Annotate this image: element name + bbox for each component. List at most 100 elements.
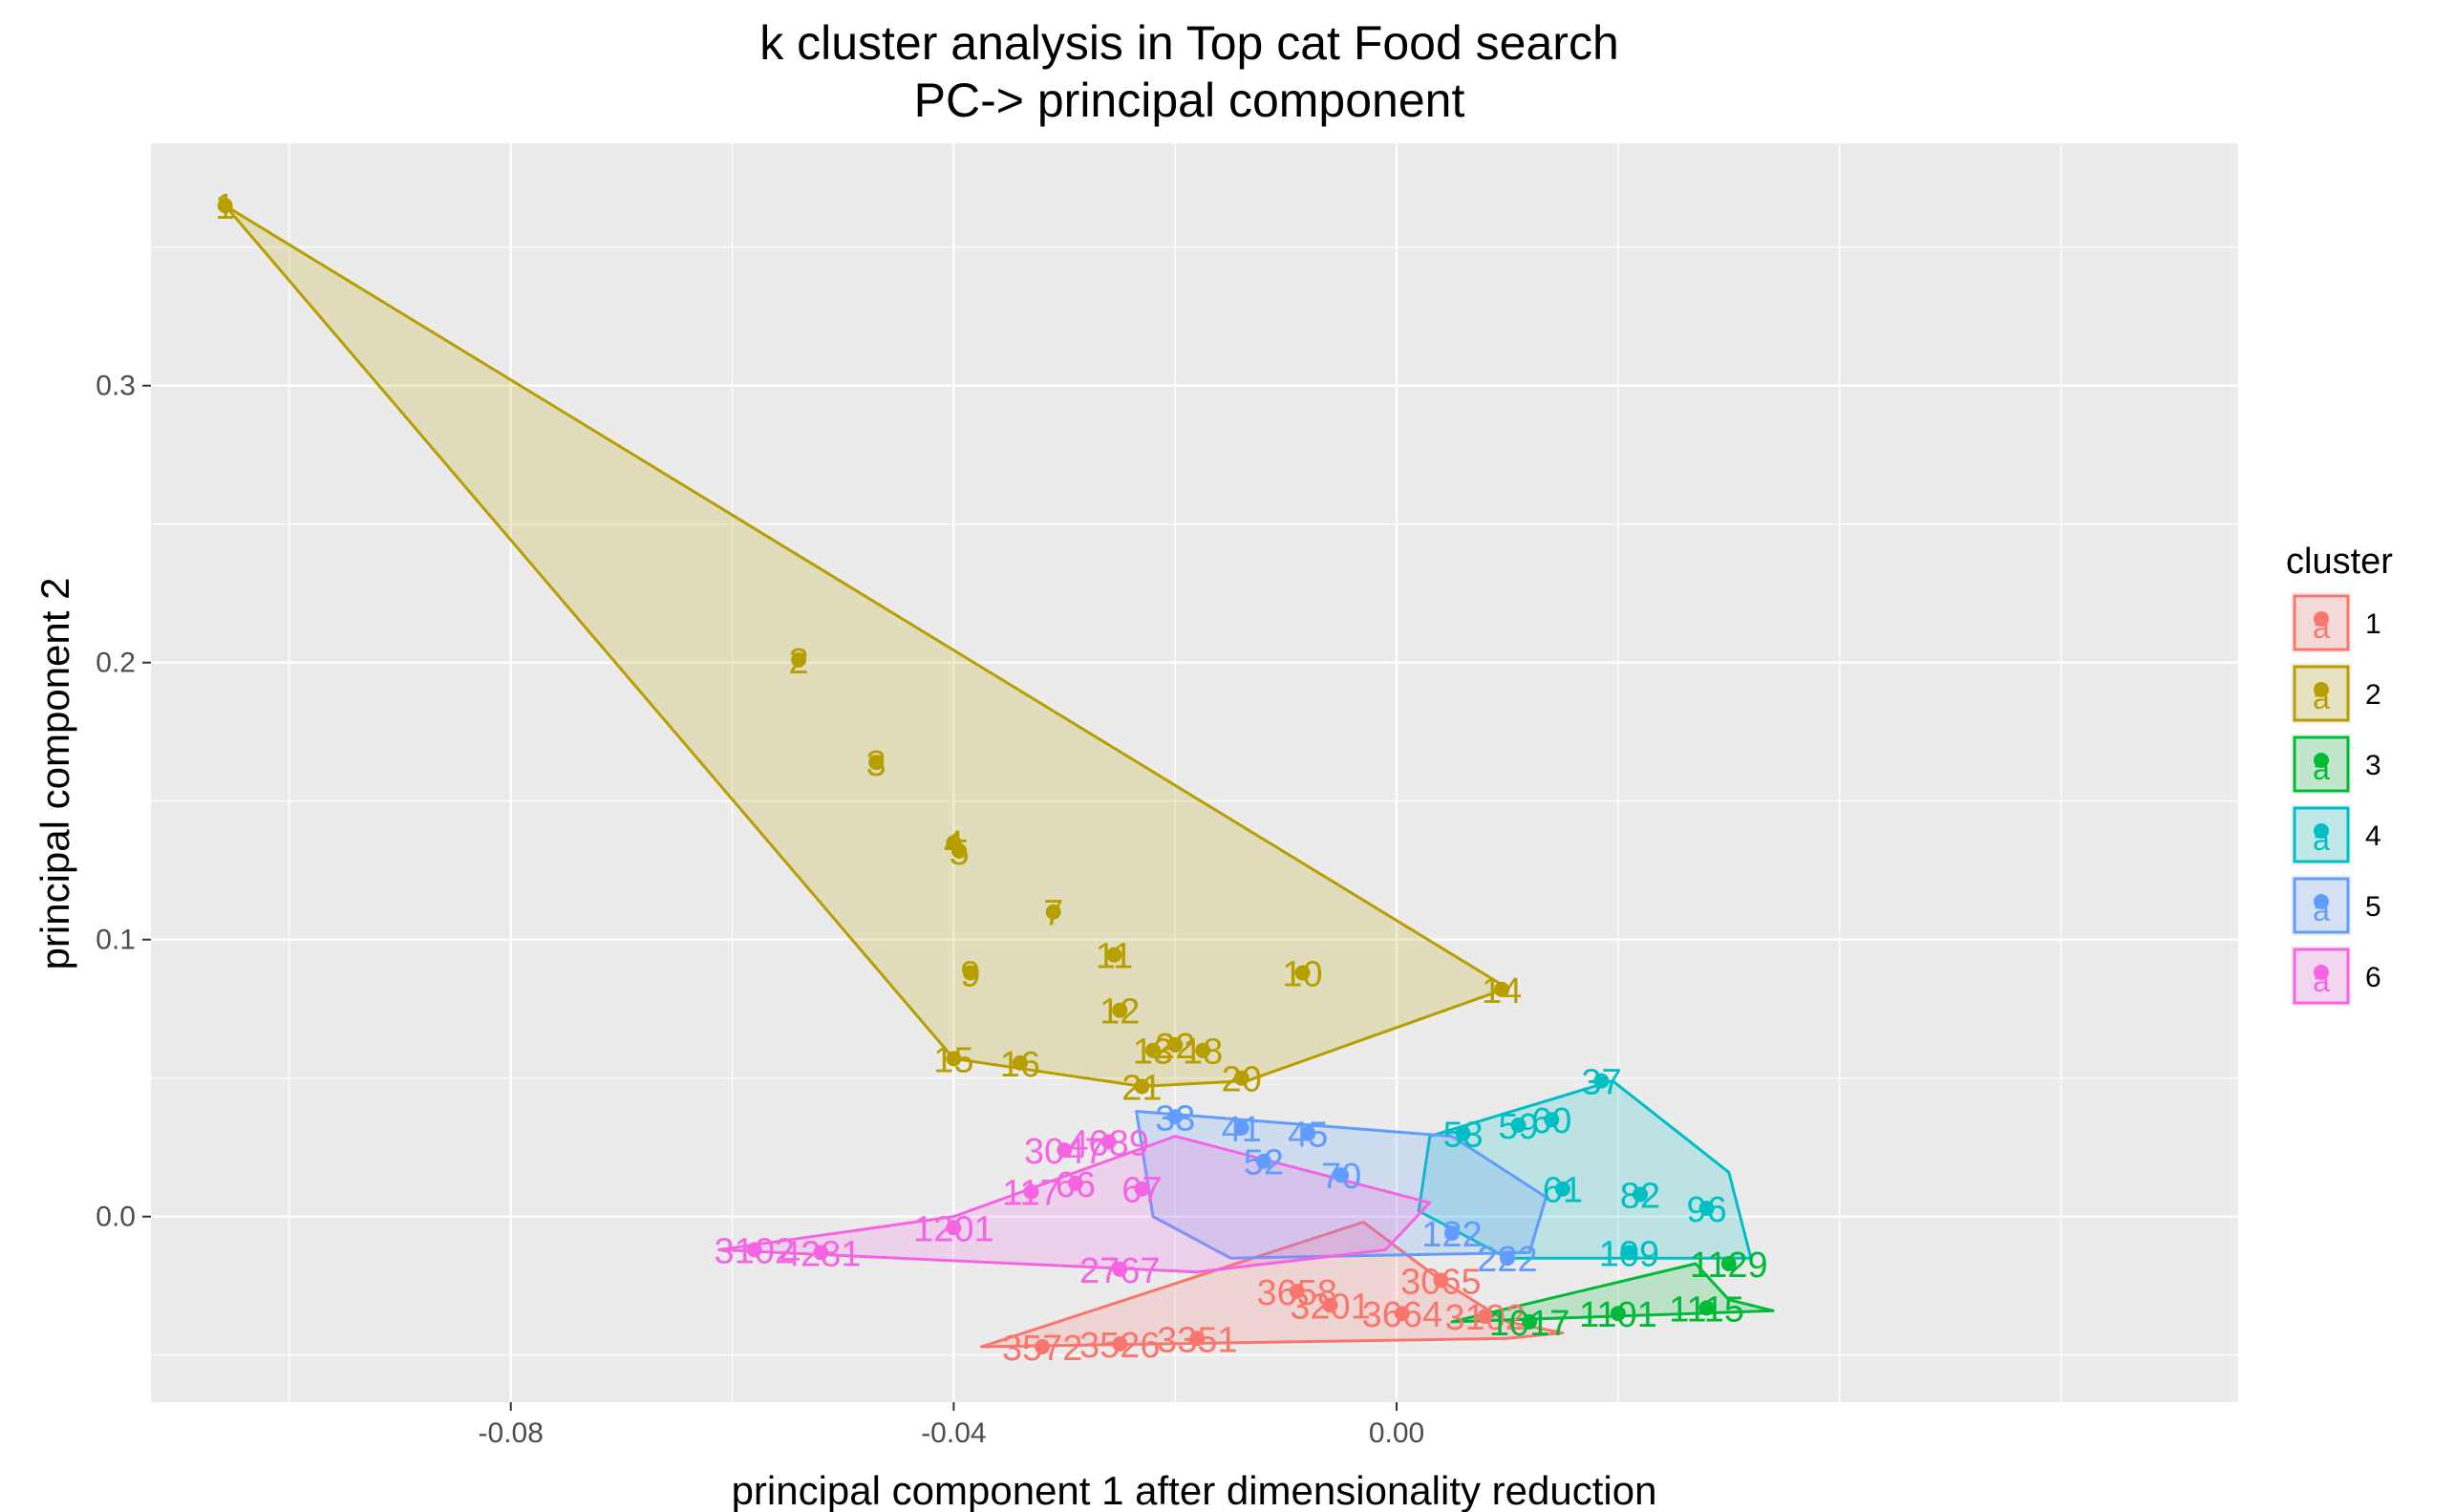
cluster-1-point: [1477, 1309, 1493, 1325]
cluster-2-hull: [224, 203, 1509, 1088]
cluster-2-point-label: 3: [866, 744, 886, 784]
cluster-4-point: [1698, 1201, 1715, 1217]
legend-key-point: [2314, 611, 2329, 627]
cluster-3-point: [1698, 1300, 1715, 1316]
cluster-1-point: [1189, 1331, 1206, 1347]
legend-label: 2: [2365, 679, 2381, 711]
legend-key-glyph: a: [2313, 752, 2330, 786]
cluster-6-point: [1112, 1261, 1128, 1277]
legend-key-point: [2314, 823, 2329, 839]
cluster-2-point-label: 4: [944, 824, 964, 864]
legend-key-point: [2314, 753, 2329, 768]
cluster-3-point: [1522, 1313, 1538, 1330]
cluster-6-point-label: 67: [1121, 1171, 1162, 1211]
cluster-2-point: [962, 965, 978, 981]
cluster-5-point: [1444, 1225, 1461, 1242]
legend-key-glyph: a: [2313, 822, 2330, 857]
cluster-5-point-label: 52: [1244, 1143, 1284, 1183]
cluster-2-point: [1294, 965, 1311, 981]
cluster-5-point: [1233, 1119, 1249, 1136]
cluster-6-point: [813, 1245, 829, 1261]
legend-key-glyph: a: [2313, 610, 2330, 645]
cluster-1-hull: [979, 1221, 1565, 1349]
legend-title: cluster: [2286, 542, 2393, 582]
chart-title: k cluster analysis in Top cat Food searc…: [759, 16, 1619, 70]
cluster-6-point-label: 4689: [1068, 1123, 1149, 1163]
cluster-2-point-label: 21: [1121, 1068, 1162, 1108]
cluster-4-point: [1510, 1118, 1526, 1134]
cluster-4-point-label: 37: [1581, 1063, 1621, 1103]
cluster-2-point: [1012, 1054, 1028, 1071]
cluster-5-point-label: 70: [1321, 1157, 1361, 1197]
cluster-2-point-label: 18: [1183, 1033, 1223, 1073]
cluster-2-point: [946, 1051, 962, 1067]
cluster-2-point-label: 14: [1482, 971, 1522, 1012]
cluster-3-point-label: 1115: [1669, 1289, 1744, 1330]
cluster-2-point-label: 15: [933, 1040, 973, 1080]
y-axis-title: principal component 2: [32, 578, 77, 970]
cluster-1-point-label: 3102: [1445, 1298, 1526, 1338]
cluster-6-point-label: 66: [1056, 1165, 1096, 1205]
cluster-1-point: [1035, 1339, 1051, 1355]
cluster-6-point-label: 2767: [1079, 1251, 1161, 1291]
hulls: [224, 203, 1775, 1349]
cluster-6-point: [746, 1242, 762, 1258]
cluster-1-point-label: 3664: [1362, 1295, 1443, 1335]
cluster-6-hull: [717, 1135, 1432, 1274]
cluster-4-point: [1554, 1181, 1570, 1197]
cluster-5-point: [1334, 1167, 1350, 1183]
cluster-6-point: [1134, 1181, 1150, 1197]
cluster-5-point-label: 222: [1477, 1240, 1537, 1280]
cluster-5-point-label: 33: [1155, 1098, 1195, 1139]
cluster-3-point-label: 1017: [1489, 1304, 1570, 1344]
cluster-1-point-label: 3201: [1290, 1288, 1371, 1328]
cluster-2-point-label: 5: [950, 833, 970, 873]
cluster-3-point-label: 1129: [1690, 1246, 1768, 1286]
cluster-2-point-label: 1: [215, 187, 235, 227]
points: [217, 198, 1737, 1355]
cluster-6-point: [946, 1220, 962, 1236]
cluster-2-point-label: 13: [1133, 1033, 1173, 1073]
cluster-1-point-label: 3065: [1400, 1262, 1482, 1302]
cluster-1-point: [1394, 1306, 1410, 1322]
cluster-5-point: [1255, 1153, 1271, 1169]
cluster-1-point: [1289, 1284, 1305, 1300]
cluster-4-point-label: 96: [1686, 1190, 1726, 1230]
cluster-5-point-label: 45: [1288, 1116, 1328, 1156]
cluster-1-point: [1433, 1272, 1449, 1288]
cluster-6-point-label: 3102: [714, 1232, 795, 1272]
legend-key-point: [2314, 965, 2329, 980]
cluster-6-point-label: 117: [1002, 1174, 1060, 1214]
cluster-3-hull: [1450, 1262, 1775, 1324]
cluster-6-point-label: 3047: [1024, 1132, 1105, 1172]
legend-key-point: [2314, 682, 2329, 697]
cluster-4-point: [1455, 1125, 1471, 1141]
cluster-4-point: [1544, 1112, 1560, 1128]
cluster-1-point: [1112, 1336, 1128, 1352]
x-tick-label: -0.08: [479, 1417, 544, 1449]
cluster-1-point-label: 3658: [1256, 1273, 1337, 1313]
cluster-2-point: [791, 651, 807, 668]
legend-key-glyph: a: [2313, 681, 2330, 715]
cluster-2-point-label: 9: [960, 955, 980, 995]
cluster-2-point-label: 20: [1222, 1060, 1262, 1100]
cluster-4-point-label: 109: [1599, 1234, 1659, 1274]
chart-subtitle: PC-> principal component: [914, 74, 1465, 127]
cluster-2-point-label: 7: [1043, 894, 1063, 934]
cluster-4-hull: [1417, 1079, 1753, 1260]
grid-minor: [151, 143, 2238, 1402]
cluster-2-point: [1145, 1042, 1162, 1058]
cluster-2-point: [951, 842, 968, 859]
cluster-2-point-label: 2: [789, 642, 809, 682]
legend-key-point: [2314, 894, 2329, 909]
cluster-4-point-label: 60: [1531, 1101, 1571, 1141]
cluster-2-point: [1195, 1042, 1211, 1058]
